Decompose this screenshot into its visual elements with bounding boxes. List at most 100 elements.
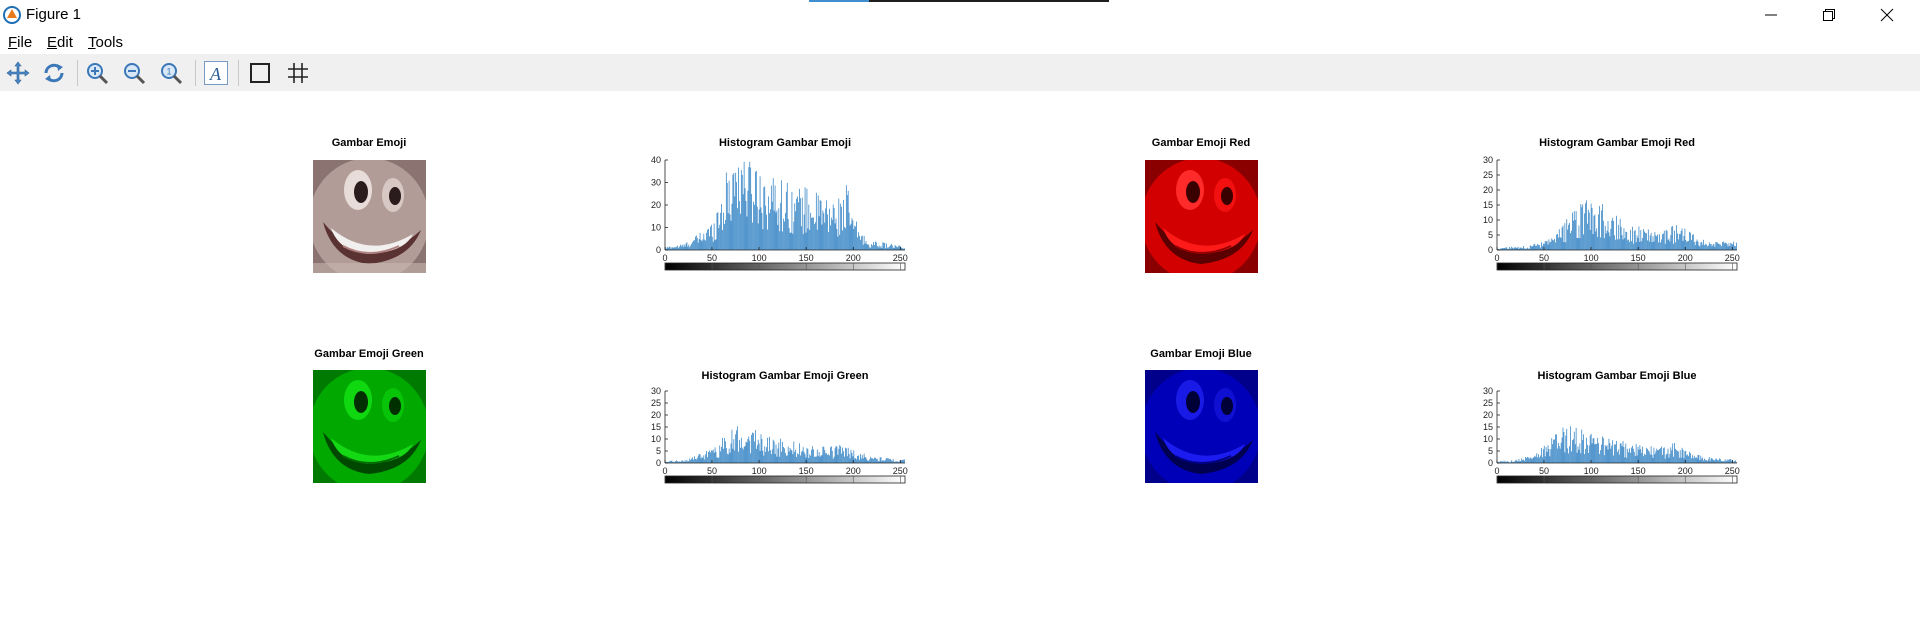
menu-edit[interactable]: Edit [47, 34, 73, 51]
histogram-bar [755, 171, 756, 250]
histogram-bar [1501, 461, 1503, 463]
histogram-bar [1617, 224, 1619, 250]
close-button[interactable] [1858, 0, 1916, 30]
histogram-bar [671, 247, 673, 250]
histogram-bar [1658, 449, 1659, 463]
histogram-bar [1601, 210, 1602, 250]
pan-button[interactable] [3, 58, 33, 87]
histogram-bar [1682, 449, 1684, 463]
histogram-bar [759, 450, 761, 463]
histogram-bar [1503, 248, 1505, 250]
y-tick-label: 5 [656, 446, 661, 456]
histogram-bar [1527, 457, 1529, 463]
histogram-bar [1594, 444, 1596, 463]
histogram-bar [1656, 448, 1658, 463]
histogram-bar [1611, 445, 1613, 463]
histogram-bar [1683, 236, 1685, 250]
histogram-bar [1623, 446, 1625, 463]
menu-tools[interactable]: Tools [88, 34, 124, 51]
histogram-bar [1504, 248, 1506, 250]
histogram-bar [1722, 461, 1724, 463]
histogram-bar [1665, 454, 1667, 463]
histogram-bar [1620, 226, 1622, 250]
histogram-bar [1619, 218, 1621, 250]
histogram-bar [862, 458, 864, 463]
histogram-bar [1566, 428, 1568, 463]
x-tick-label: 50 [707, 466, 717, 476]
histogram-bar [1557, 448, 1558, 463]
histogram-bar [1718, 460, 1719, 463]
histogram-bar [1692, 234, 1694, 250]
histogram-bar [830, 217, 832, 250]
histogram-bar [1557, 237, 1559, 250]
histogram-bar [1578, 225, 1580, 250]
histogram-bar [1715, 458, 1717, 463]
histogram-bar [768, 196, 769, 250]
histogram-bar [1673, 456, 1674, 463]
histogram-bar [1627, 240, 1629, 250]
histogram-bar [901, 247, 902, 250]
histogram-bar [1684, 451, 1686, 463]
histogram-bar [1667, 239, 1669, 250]
zoom-reset-icon: 1 [161, 63, 183, 85]
histogram-bar [1646, 447, 1647, 463]
grid-button[interactable] [283, 58, 313, 87]
histogram-bar [1639, 241, 1641, 250]
box-button[interactable] [245, 58, 275, 87]
histogram-bar [1556, 434, 1557, 463]
restore-button[interactable] [1800, 0, 1858, 30]
histogram-bar [1688, 456, 1689, 463]
histogram-bar [1593, 438, 1595, 463]
histogram-bar [842, 230, 843, 250]
histogram-bar [1574, 220, 1576, 250]
zoom-reset-button[interactable]: 1 [156, 58, 186, 87]
histogram-bar [860, 236, 862, 250]
zoom-in-button[interactable] [82, 58, 112, 87]
histogram-bar [1613, 455, 1614, 463]
histogram-bar [1500, 248, 1502, 250]
histogram-bar [817, 455, 819, 463]
histogram-bar [830, 446, 832, 463]
histogram-bar [735, 172, 737, 250]
histogram-bar [1573, 431, 1575, 463]
histogram-bar [783, 446, 784, 463]
histogram-bar [1586, 200, 1587, 250]
y-tick-label: 5 [1488, 230, 1493, 240]
histogram-bar [1679, 450, 1681, 463]
insert-text-button[interactable]: A [201, 58, 231, 87]
histogram-bar [1513, 461, 1515, 463]
histogram-bar [1694, 245, 1696, 250]
histogram-bar [1670, 447, 1672, 463]
histogram-bar [734, 196, 736, 250]
histogram-bar [1499, 248, 1501, 250]
histogram-bar [1511, 460, 1512, 463]
histogram-bar [847, 447, 849, 463]
histogram-bar [1641, 453, 1643, 463]
histogram-bar [826, 453, 827, 463]
menu-file[interactable]: File [8, 34, 33, 51]
histogram-bar [799, 443, 800, 463]
minimize-button[interactable] [1742, 0, 1800, 30]
histogram-bar [844, 456, 845, 463]
histogram-bar [670, 248, 672, 250]
histogram-bar [1546, 451, 1548, 463]
histogram-bar [719, 224, 721, 250]
histogram-bar [742, 449, 744, 463]
histogram-bar [1536, 453, 1538, 463]
zoom-out-button[interactable] [119, 58, 149, 87]
histogram-bar [673, 461, 675, 463]
histogram-bar [1582, 204, 1584, 250]
histogram-bar [723, 212, 724, 250]
histogram-bar [737, 426, 738, 463]
histogram-bar [1647, 448, 1648, 463]
histogram-bar [1662, 448, 1664, 463]
histogram-bar [1665, 229, 1667, 250]
histogram-bar [714, 447, 716, 463]
histogram-bar [678, 247, 679, 250]
histogram-bar [1532, 457, 1534, 463]
histogram-bar [1625, 231, 1627, 250]
rotate-button[interactable] [39, 58, 69, 87]
histogram-bar [1704, 245, 1705, 250]
histogram-bar [782, 231, 783, 250]
